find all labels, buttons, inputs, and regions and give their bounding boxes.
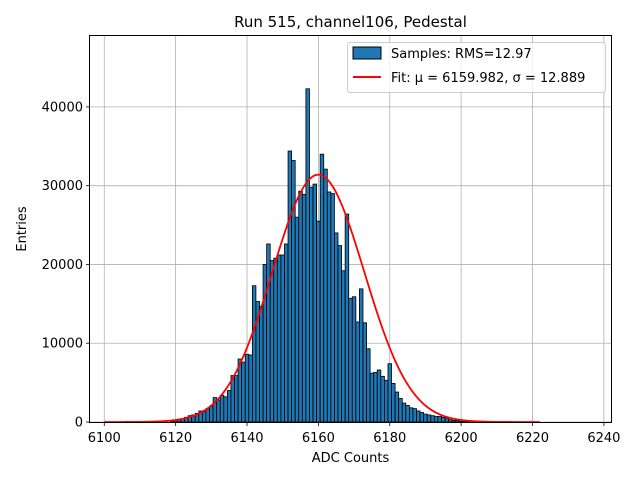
x-tick-label: 6220 [516,431,549,446]
histogram-bar [401,402,407,423]
histogram-bar [387,363,392,423]
histogram-bar [391,382,396,423]
y-tick-label: 40000 [42,100,83,115]
histogram-bar [344,213,350,423]
histogram-bar [441,416,446,423]
histogram-bar [330,193,335,423]
histogram-bar [223,396,228,423]
histogram-bar [276,254,282,423]
histogram-bar [323,168,328,423]
histogram-bar [369,372,375,423]
x-tick-label: 6160 [302,431,335,446]
histogram-bar [437,416,442,423]
histogram-bar [251,285,257,423]
x-axis-label: ADC Counts [312,451,390,466]
legend-label-fit: Fit: μ = 6159.982, σ = 12.889 [391,71,585,86]
histogram-bar [305,88,310,423]
histogram-bar [312,183,317,423]
histogram-bar [430,415,435,423]
histogram-bar [202,411,207,423]
histogram-bar [426,414,432,423]
histogram-bar [448,419,453,423]
histogram-bar [423,413,428,423]
histogram-bar [359,288,364,423]
histogram-bar [248,354,253,423]
histogram-bar [376,369,382,423]
histogram-bar [355,321,360,423]
histogram-bar [280,254,285,423]
histogram-bar [284,243,289,423]
y-tick-label: 10000 [42,337,83,352]
legend-label-histogram: Samples: RMS=12.97 [391,47,532,62]
histogram-bar [348,297,353,423]
histogram-bar [405,405,410,423]
histogram-bar [326,191,332,423]
histogram-bar [309,186,314,423]
histogram-bar [301,193,307,423]
histogram-bar [291,160,296,423]
histogram-bar [266,243,271,423]
histogram-bar [408,407,414,423]
histogram-bar [241,361,246,423]
x-tick-label: 6180 [373,431,406,446]
histogram-bar [262,264,268,423]
histogram-bar [244,353,250,423]
y-tick-label: 30000 [42,179,83,194]
y-axis-label: Entries [15,206,30,252]
histogram-bar [455,420,460,423]
chart-title: Run 515, channel106, Pedestal [234,13,467,31]
histogram-bar [219,394,225,423]
histogram-bar [259,305,264,423]
histogram-bar [362,322,367,423]
histogram-bar [380,375,385,423]
x-tick-label: 6100 [88,431,121,446]
histogram-bar [394,391,400,423]
histogram-bar [458,420,464,423]
fit-layer [104,173,540,423]
legend-box [347,42,606,93]
histogram-bar [419,412,425,423]
histogram-bar [216,399,221,423]
histogram-bar [433,416,439,423]
histogram-bar [269,260,275,423]
histogram-bar [451,420,457,423]
histogram-bar [234,375,239,423]
histogram-bar [398,397,403,423]
histogram-bar [373,371,378,423]
histogram-bar [226,390,232,423]
histogram-bar [209,405,214,423]
histogram-bar [412,408,417,423]
gaussian-fit-line [104,173,540,423]
histogram-bar [351,296,357,423]
histogram-bar [319,153,325,423]
histogram-bar [334,232,339,423]
legend: Samples: RMS=12.97 Fit: μ = 6159.982, σ … [347,42,606,93]
x-tick-label: 6120 [159,431,192,446]
y-axis-ticks: 0 10000 20000 30000 40000 [42,100,90,431]
histogram-bar [337,245,342,423]
legend-swatch-histogram [352,46,382,60]
histogram-bar [366,348,371,423]
histogram-bar [230,375,235,423]
plot-frame [89,35,612,423]
histogram-bar [444,417,450,423]
x-tick-label: 6200 [445,431,478,446]
histogram-bar [273,257,278,423]
histogram-bar [294,216,300,423]
histogram-bar [298,190,303,423]
x-tick-label: 6240 [587,431,620,446]
histogram-bar [205,408,210,423]
y-tick-label: 20000 [42,258,83,273]
histogram-bar [316,220,321,423]
histogram-bar [416,410,421,423]
y-tick-label: 0 [75,416,83,431]
x-axis-ticks: 6100 6120 6140 6160 6180 6200 6220 6240 [88,422,620,446]
histogram-bar [384,379,389,423]
histogram-bar [341,270,346,423]
histogram-bar [287,150,293,423]
x-tick-label: 6140 [230,431,263,446]
